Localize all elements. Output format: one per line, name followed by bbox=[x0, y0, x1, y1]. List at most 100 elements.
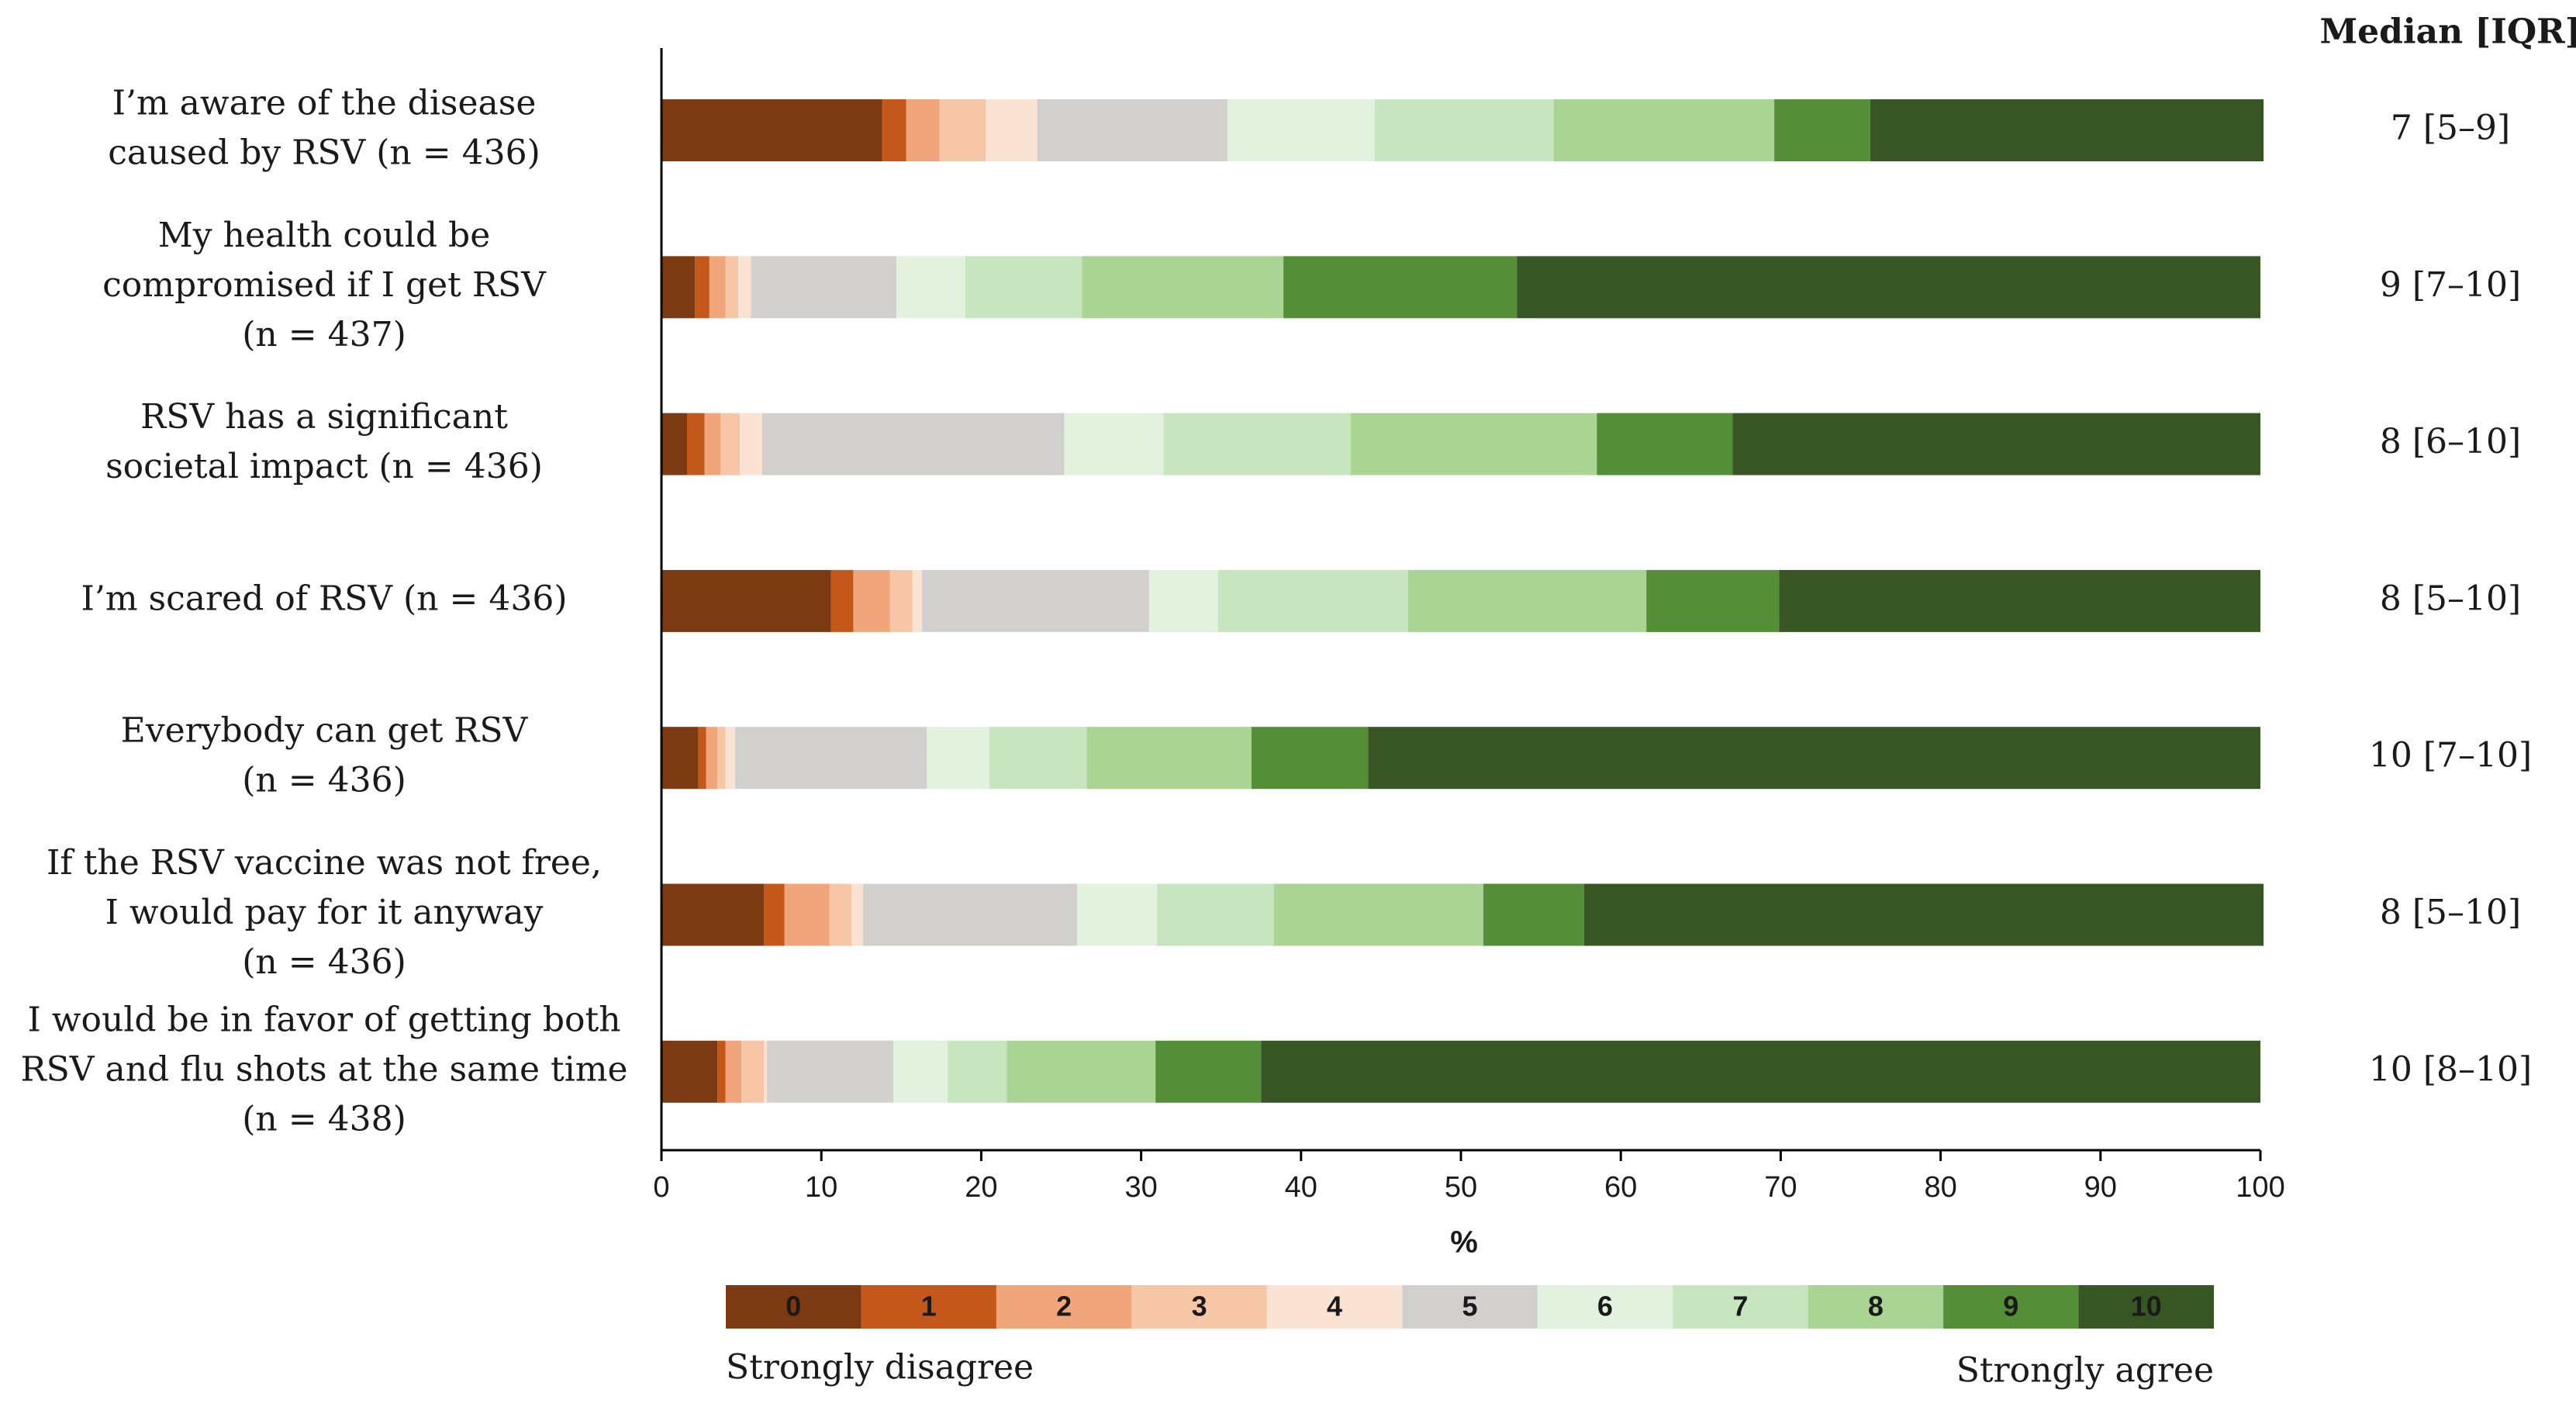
bar-segment-2 bbox=[709, 256, 726, 319]
bar-segment-7 bbox=[1163, 413, 1351, 475]
bar-row-3 bbox=[661, 413, 2260, 475]
statement-label-line: (n = 436) bbox=[242, 761, 406, 800]
legend-label: 0 bbox=[786, 1291, 801, 1322]
bar-segment-3 bbox=[939, 99, 986, 161]
bar-segment-6 bbox=[896, 256, 965, 319]
statement-label-6: If the RSV vaccine was not free, I would … bbox=[47, 843, 602, 982]
bar-segment-9 bbox=[1251, 727, 1369, 790]
bar-segment-5 bbox=[1037, 99, 1228, 161]
bar-segment-3 bbox=[829, 883, 852, 946]
x-tick-label: 70 bbox=[1764, 1171, 1797, 1204]
bar-segment-9 bbox=[1155, 1040, 1262, 1103]
statement-label-line: compromised if I get RSV bbox=[102, 265, 547, 305]
bar-segment-3 bbox=[717, 727, 726, 790]
statement-label-7: I would be in favor of getting both RSV a… bbox=[20, 1000, 627, 1139]
bar-segment-0 bbox=[661, 727, 699, 790]
bar-segment-2 bbox=[706, 727, 718, 790]
bar-segment-2 bbox=[853, 569, 890, 632]
legend-item-7: 7 bbox=[1673, 1285, 1808, 1329]
bar-segment-2 bbox=[725, 1040, 742, 1103]
bar-segment-0 bbox=[661, 99, 882, 161]
x-axis: 0 10 20 30 40 50 60 70 80 90 100% bbox=[653, 48, 2285, 1260]
legend-label: 1 bbox=[921, 1291, 937, 1322]
legend-label: 5 bbox=[1462, 1291, 1477, 1322]
x-tick-label: 20 bbox=[965, 1171, 997, 1204]
bar-row-6 bbox=[661, 883, 2264, 946]
median-value: 9 [7–10] bbox=[2380, 265, 2521, 305]
x-tick-label: 60 bbox=[1604, 1171, 1637, 1204]
bar-row-2 bbox=[661, 256, 2260, 319]
bar-segment-10 bbox=[1732, 413, 2260, 475]
statement-label-4: I’m scared of RSV (n = 436) bbox=[81, 579, 567, 618]
bar-segment-5 bbox=[751, 256, 897, 319]
bar-segment-7 bbox=[1217, 569, 1408, 632]
statement-label-line: I would be in favor of getting both bbox=[27, 1000, 620, 1039]
statement-label-line: I would pay for it anyway bbox=[105, 893, 543, 932]
median-value: 10 [8–10] bbox=[2369, 1049, 2532, 1089]
statement-label-2: My health could be compromised if I get R… bbox=[102, 216, 547, 354]
bar-segment-5 bbox=[922, 569, 1149, 632]
bar-segment-6 bbox=[927, 727, 989, 790]
bar-segment-0 bbox=[661, 256, 696, 319]
x-tick-label: 80 bbox=[1924, 1171, 1956, 1204]
median-value: 8 [5–10] bbox=[2380, 893, 2521, 932]
legend-label: 9 bbox=[2003, 1291, 2018, 1322]
statement-label-line: caused by RSV (n = 436) bbox=[108, 133, 540, 173]
legend-label: 8 bbox=[1868, 1291, 1884, 1322]
legend-label: 7 bbox=[1732, 1291, 1748, 1322]
x-tick-label: 30 bbox=[1124, 1171, 1157, 1204]
bar-segment-7 bbox=[1374, 99, 1554, 161]
bar-segment-1 bbox=[695, 256, 710, 319]
x-axis-label: % bbox=[1450, 1225, 1478, 1260]
legend-item-5: 5 bbox=[1402, 1285, 1538, 1329]
bar-segment-10 bbox=[1779, 569, 2260, 632]
bar-segment-2 bbox=[906, 99, 940, 161]
legend-swatch bbox=[1943, 1285, 2079, 1329]
legend-swatch bbox=[1537, 1285, 1673, 1329]
bar-segment-3 bbox=[725, 256, 738, 319]
x-tick-label: 100 bbox=[2236, 1171, 2284, 1204]
bar-segment-8 bbox=[1407, 569, 1647, 632]
legend-item-8: 8 bbox=[1808, 1285, 1944, 1329]
x-tick-label: 90 bbox=[2084, 1171, 2117, 1204]
bar-segment-10 bbox=[1870, 99, 2264, 161]
bar-segment-1 bbox=[882, 99, 906, 161]
bar-segment-10 bbox=[1583, 883, 2264, 946]
bar-segment-6 bbox=[1064, 413, 1164, 475]
bar-segment-1 bbox=[698, 727, 706, 790]
bar-segment-9 bbox=[1597, 413, 1733, 475]
statement-label-line: societal impact (n = 436) bbox=[105, 447, 543, 486]
bar-segment-4 bbox=[986, 99, 1038, 161]
bar-segment-7 bbox=[948, 1040, 1007, 1103]
bar-segment-1 bbox=[717, 1040, 726, 1103]
statement-label-line: I’m scared of RSV (n = 436) bbox=[81, 579, 567, 618]
legend-max-label: Strongly agree bbox=[1956, 1351, 2214, 1391]
bar-segment-3 bbox=[741, 1040, 764, 1103]
legend-swatch bbox=[2078, 1285, 2214, 1329]
bar-segment-2 bbox=[784, 883, 830, 946]
legend-item-1: 1 bbox=[861, 1285, 996, 1329]
legend-item-10: 10 bbox=[2078, 1285, 2214, 1329]
x-tick-label: 0 bbox=[653, 1171, 669, 1204]
bar-segment-6 bbox=[1227, 99, 1375, 161]
bar-segment-1 bbox=[830, 569, 854, 632]
x-tick-label: 40 bbox=[1285, 1171, 1317, 1204]
legend-swatch bbox=[996, 1285, 1132, 1329]
bar-segment-1 bbox=[763, 883, 785, 946]
bar-segment-4 bbox=[725, 727, 735, 790]
legend-item-4: 4 bbox=[1266, 1285, 1403, 1329]
bar-row-1 bbox=[661, 99, 2264, 161]
bar-segment-5 bbox=[734, 727, 927, 790]
legend-swatch bbox=[1266, 1285, 1403, 1329]
bar-segment-5 bbox=[761, 413, 1065, 475]
bar-segment-8 bbox=[1007, 1040, 1156, 1103]
statement-label-1: I’m aware of the disease caused by RSV (n… bbox=[108, 84, 540, 173]
legend: 0 1 2 3 4 5 6 7 8 9 10 Strongly disagree Strongly ag… bbox=[726, 1285, 2214, 1391]
bar-segment-8 bbox=[1553, 99, 1775, 161]
bar-row-5 bbox=[661, 727, 2260, 790]
bar-segment-2 bbox=[704, 413, 721, 475]
statement-label-line: RSV has a significant bbox=[140, 397, 508, 437]
statement-label-line: My health could be bbox=[158, 216, 490, 255]
